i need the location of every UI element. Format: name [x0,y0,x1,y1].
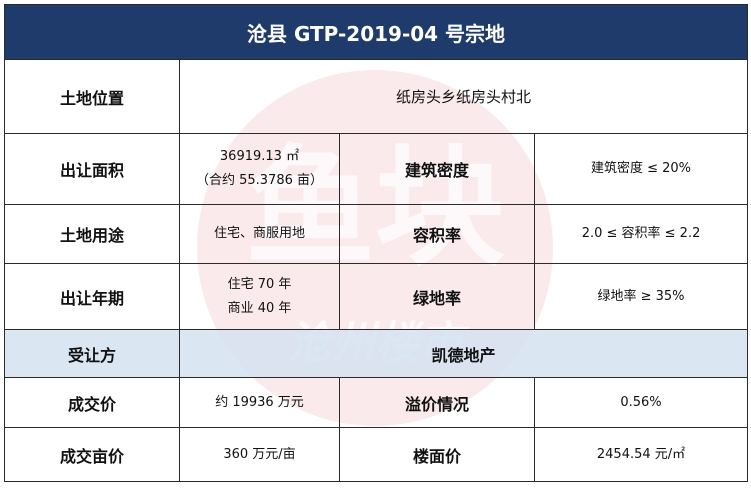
far-label: 容积率 [339,204,535,264]
floor-price-value: 2454.54 元/㎡ [533,427,749,482]
buyer-label: 受让方 [4,329,180,378]
deal-row: 成交价 约 19936 万元 溢价情况 0.56% [4,377,749,428]
term-value-residential: 住宅 70 年 [227,276,292,292]
term-value: 住宅 70 年 商业 40 年 [179,263,340,330]
green-value: 绿地率 ≥ 35% [533,263,749,330]
land-info-table: 沧县 GTP-2019-04 号宗地 土地位置 纸房头乡纸房头村北 出让面积 3… [3,4,749,482]
unit-price-row: 成交亩价 360 万元/亩 楼面价 2454.54 元/㎡ [4,427,749,482]
buyer-row: 受让方 凯德地产 [4,329,749,378]
far-value: 2.0 ≤ 容积率 ≤ 2.2 [533,204,749,264]
term-label: 出让年期 [4,263,180,330]
area-value-mu: （合约 55.3786 亩） [195,173,324,188]
use-value: 住宅、商服用地 [179,204,340,264]
area-value-sqm: 36919.13 ㎡ [219,149,300,164]
title-row: 沧县 GTP-2019-04 号宗地 [3,4,749,60]
unit-price-label: 成交亩价 [4,427,180,482]
location-value: 纸房头乡纸房头村北 [178,59,749,134]
premium-value: 0.56% [533,377,749,428]
buyer-value: 凯德地产 [178,329,749,378]
term-value-commercial: 商业 40 年 [227,300,292,316]
floor-price-label: 楼面价 [339,427,535,482]
area-value: 36919.13 ㎡ （合约 55.3786 亩） [179,133,340,205]
green-label: 绿地率 [339,263,535,330]
location-row: 土地位置 纸房头乡纸房头村北 [4,59,749,134]
location-label: 土地位置 [4,59,180,134]
deal-label: 成交价 [4,377,180,428]
use-row: 土地用途 住宅、商服用地 容积率 2.0 ≤ 容积率 ≤ 2.2 [4,204,749,264]
area-row: 出让面积 36919.13 ㎡ （合约 55.3786 亩） 建筑密度 建筑密度… [4,133,749,205]
density-value: 建筑密度 ≤ 20% [533,133,749,205]
term-row: 出让年期 住宅 70 年 商业 40 年 绿地率 绿地率 ≥ 35% [4,263,749,330]
page-title: 沧县 GTP-2019-04 号宗地 [3,4,749,60]
premium-label: 溢价情况 [339,377,535,428]
use-label: 土地用途 [4,204,180,264]
area-label: 出让面积 [4,133,180,205]
unit-price-value: 360 万元/亩 [179,427,340,482]
density-label: 建筑密度 [339,133,535,205]
deal-value: 约 19936 万元 [179,377,340,428]
